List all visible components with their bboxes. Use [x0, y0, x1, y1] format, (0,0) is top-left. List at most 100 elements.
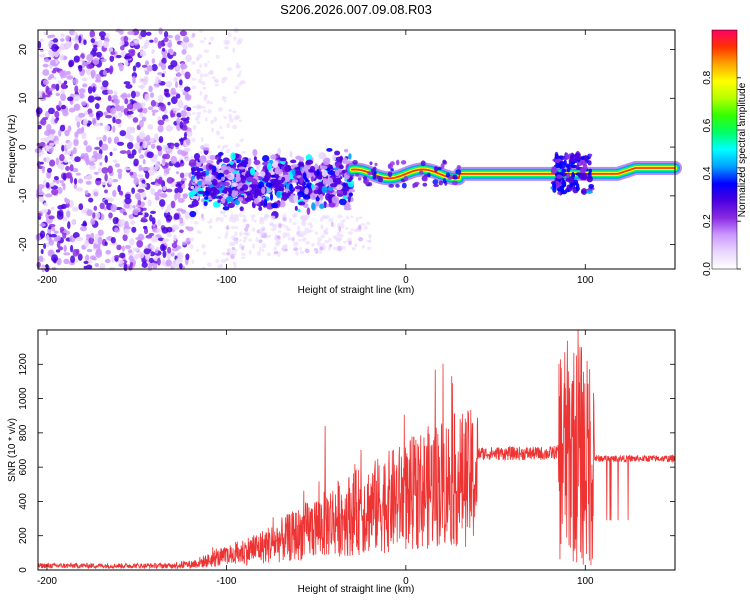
spectrogram-cell [72, 206, 79, 212]
spectrogram-cell [226, 123, 230, 129]
spectrogram-cell [190, 155, 194, 161]
spectrogram-cell [79, 226, 88, 232]
spectrogram-cell [565, 178, 570, 182]
spectrogram-cell [146, 141, 152, 146]
snr-series-line [38, 330, 675, 570]
spectrogram-cell [219, 125, 223, 129]
spectrogram-cell [39, 223, 46, 227]
spectrogram-cell [197, 105, 203, 110]
spectrogram-cell [235, 225, 239, 230]
spectrogram-cell [261, 177, 270, 182]
spectrogram-cell [319, 193, 324, 201]
spectrogram-cell [70, 150, 74, 157]
spectrogram-cell [109, 151, 113, 157]
spectrogram-cell [434, 166, 439, 173]
spectrogram-cell [90, 69, 96, 78]
spectrogram-cell [44, 130, 51, 136]
spectrogram-cell [139, 50, 147, 57]
spectrogram-cell [125, 83, 133, 89]
spectrogram-cell [235, 143, 240, 148]
spectrogram-cell [55, 105, 60, 110]
spectrogram-cell [86, 248, 93, 253]
spectrogram-cell [105, 32, 110, 38]
spectrogram-cell [253, 156, 257, 161]
spectrogram-cell [308, 168, 313, 173]
spectrogram-cell [588, 168, 593, 174]
spectrogram-cell [358, 224, 362, 231]
spectrogram-cell [162, 250, 167, 259]
spectrogram-cell [117, 171, 123, 180]
spectrogram-cell [181, 49, 187, 55]
spectrogram-cell [57, 205, 64, 210]
spectrogram-cell [144, 93, 150, 102]
spectrogram-cell [138, 183, 146, 189]
spectrogram-cell [452, 174, 456, 180]
spectrogram-cell [130, 90, 136, 99]
spectrogram-cell [179, 229, 184, 234]
spectrogram-cell [43, 202, 48, 207]
spectrogram-cell [119, 150, 128, 154]
spectrogram-cell [101, 143, 109, 151]
spectrogram-cell [229, 160, 235, 165]
spectrogram-cell [182, 241, 187, 246]
spectrogram-cell [414, 181, 420, 186]
spectrogram-cell [266, 252, 271, 257]
spectrogram-cell [227, 248, 232, 254]
spectrogram-cell [579, 172, 586, 181]
spectrogram-cell [265, 182, 273, 188]
spectrogram-cell [201, 106, 206, 109]
spectrogram-cell [92, 86, 96, 93]
spectrogram-cell [181, 89, 185, 93]
spectrogram-cell [366, 246, 372, 250]
spectrogram-cell [217, 145, 221, 149]
spectrogram-cell [52, 179, 57, 183]
spectrogram-cell [334, 150, 341, 156]
spectrogram-cell [302, 172, 307, 179]
spectrogram-cell [137, 188, 145, 193]
spectrogram-cell [262, 154, 270, 163]
spectrogram-y-tick-label: -10 [18, 188, 29, 203]
spectrogram-cell [149, 257, 154, 264]
spectrogram-cell [220, 197, 226, 204]
colorbar-gradient [711, 29, 738, 270]
spectrogram-cell [113, 136, 120, 144]
spectrogram-cell [51, 188, 59, 196]
spectrogram-cell [170, 110, 174, 118]
spectrogram-cell [203, 62, 208, 68]
spectrogram-cell [204, 190, 210, 196]
spectrogram-cell [243, 232, 248, 235]
spectrogram-cell [272, 160, 279, 168]
spectrogram-cell [318, 249, 322, 255]
colorbar-tick-label: 0.0 [702, 262, 713, 276]
spectrogram-cell [232, 110, 237, 114]
spectrogram-cell [124, 244, 131, 250]
spectrogram-cell [437, 166, 442, 171]
spectrogram-cell [157, 125, 164, 133]
spectrogram-cell [210, 120, 215, 125]
spectrogram-cell [97, 229, 104, 236]
spectrogram-cell [60, 33, 65, 38]
spectrogram-cell [66, 210, 71, 218]
spectrogram-cell [235, 114, 241, 120]
spectrogram-cell [191, 137, 196, 143]
spectrogram-cell [170, 142, 174, 150]
spectrogram-cell [277, 147, 282, 156]
spectrogram-cell [377, 177, 383, 183]
spectrogram-cell [135, 237, 142, 241]
spectrogram-cell [329, 183, 338, 188]
spectrogram-cell [208, 164, 214, 170]
spectrogram-cell [239, 212, 243, 218]
spectrogram-cell [181, 68, 185, 76]
spectrogram-cell [123, 55, 132, 60]
spectrogram-cell [198, 230, 202, 235]
spectrogram-cell [87, 61, 91, 65]
spectrogram-cell [52, 138, 56, 142]
spectrogram-cell [99, 161, 103, 166]
spectrogram-cell [220, 210, 226, 215]
snr-y-tick-label: 600 [18, 458, 29, 475]
spectrogram-cell [195, 209, 199, 214]
spectrogram-cell [99, 202, 105, 210]
spectrogram-cell [74, 39, 79, 44]
spectrogram-cell [49, 129, 56, 135]
spectrogram-cell [148, 85, 153, 93]
